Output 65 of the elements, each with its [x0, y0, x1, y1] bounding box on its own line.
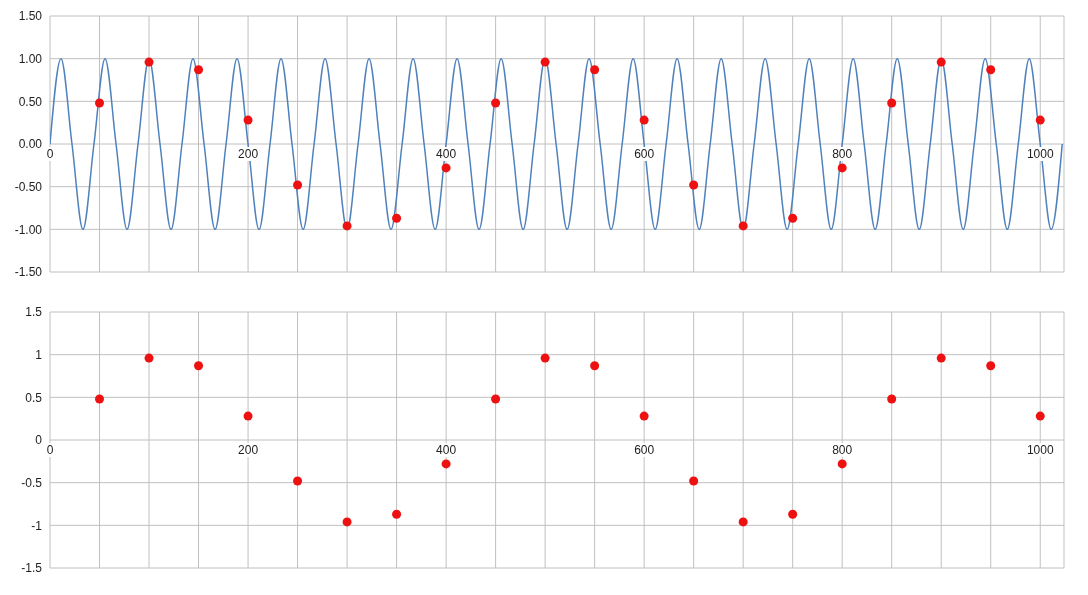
x-tick-label: 800	[832, 147, 853, 161]
x-tick-label: 200	[238, 443, 259, 457]
x-tick-label: 0	[46, 443, 54, 457]
point	[441, 459, 451, 469]
point	[788, 213, 798, 223]
point	[293, 180, 303, 190]
y-tick-label: 0.00	[18, 137, 43, 152]
point	[342, 221, 352, 231]
y-tick-label: -0.50	[14, 179, 43, 194]
x-tick-label: 600	[634, 443, 655, 457]
x-tick-label: 400	[436, 147, 457, 161]
point	[540, 57, 550, 67]
point	[639, 115, 649, 125]
point	[392, 213, 402, 223]
x-tick-label: 400	[436, 443, 457, 457]
point	[738, 517, 748, 527]
point	[936, 353, 946, 363]
y-tick-label: -1	[31, 518, 43, 533]
y-tick-label: -1.5	[21, 561, 43, 576]
point	[738, 221, 748, 231]
point	[590, 361, 600, 371]
point	[887, 394, 897, 404]
point	[194, 361, 204, 371]
point	[788, 509, 798, 519]
point	[1035, 411, 1045, 421]
point	[491, 394, 501, 404]
y-tick-label: -1.50	[14, 265, 43, 280]
point	[243, 411, 253, 421]
point	[194, 65, 204, 75]
point	[491, 98, 501, 108]
point	[887, 98, 897, 108]
point	[837, 459, 847, 469]
point	[986, 361, 996, 371]
y-tick-label: -1.00	[14, 222, 43, 237]
point	[441, 163, 451, 173]
y-tick-label: 0.5	[25, 390, 43, 405]
y-tick-label: 1.00	[18, 51, 43, 66]
y-tick-label: -0.5	[21, 475, 43, 490]
y-tick-label: 1.50	[18, 9, 43, 24]
point	[392, 509, 402, 519]
point	[936, 57, 946, 67]
point	[1035, 115, 1045, 125]
point	[95, 98, 105, 108]
x-tick-label: 800	[832, 443, 853, 457]
x-tick-label: 600	[634, 147, 655, 161]
y-tick-label: 0.50	[18, 94, 43, 109]
point	[243, 115, 253, 125]
x-tick-label: 0	[46, 147, 54, 161]
point	[293, 476, 303, 486]
point	[95, 394, 105, 404]
y-tick-label: 1.5	[25, 305, 43, 320]
x-tick-label: 200	[238, 147, 259, 161]
point	[639, 411, 649, 421]
point	[986, 65, 996, 75]
point	[144, 353, 154, 363]
point	[590, 65, 600, 75]
point	[837, 163, 847, 173]
x-tick-label: 1000	[1026, 147, 1054, 161]
point	[689, 476, 699, 486]
x-tick-label: 1000	[1026, 443, 1054, 457]
point	[689, 180, 699, 190]
y-tick-label: 1	[35, 347, 43, 362]
point	[144, 57, 154, 67]
point	[540, 353, 550, 363]
point	[342, 517, 352, 527]
